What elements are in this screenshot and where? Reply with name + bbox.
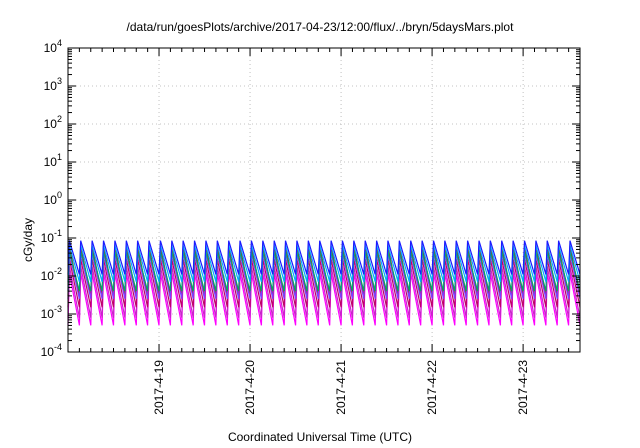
y-axis-ticks: 10-4 10-3 10-2 10-1 100 101 102 103 104 — [41, 38, 580, 359]
x-tick-label: 2017-4-21 — [334, 360, 348, 415]
y-tick-label: 102 — [44, 114, 62, 131]
x-tick-label: 2017-4-22 — [425, 360, 439, 415]
y-tick-label: 103 — [44, 76, 62, 93]
x-tick-label: 2017-4-20 — [243, 360, 257, 415]
x-axis-ticks: 2017-4-19 2017-4-20 2017-4-21 2017-4-22 2017… — [78, 48, 581, 415]
series-line — [67, 240, 581, 275]
x-axis-label: Coordinated Universal Time (UTC) — [227, 430, 413, 444]
chart-title: /data/run/goesPlots/archive/2017-04-23/1… — [126, 20, 514, 34]
grid-lines — [68, 48, 580, 352]
y-tick-label: 10-3 — [41, 304, 62, 321]
x-tick-label: 2017-4-19 — [152, 360, 166, 415]
series-group — [67, 240, 581, 326]
y-tick-label: 10-2 — [41, 266, 62, 283]
y-tick-label: 104 — [44, 38, 62, 55]
y-tick-label: 10-4 — [41, 342, 62, 359]
y-tick-label: 10-1 — [41, 228, 62, 245]
x-tick-label: 2017-4-23 — [516, 360, 530, 415]
y-tick-label: 100 — [44, 190, 62, 207]
y-tick-label: 101 — [44, 152, 62, 169]
